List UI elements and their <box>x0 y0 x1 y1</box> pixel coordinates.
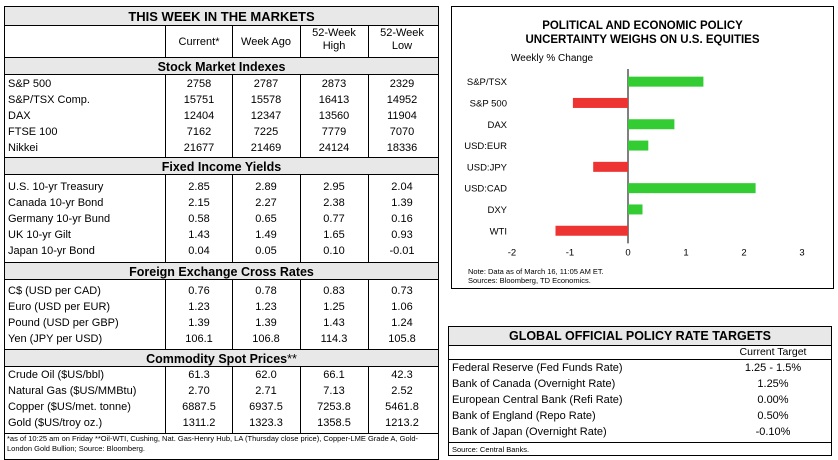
table-row: Yen (JPY per USD) 106.1 106.8 114.3 105.8 <box>8 333 416 345</box>
category-label: WTI <box>490 226 507 237</box>
column-divider <box>232 26 233 433</box>
section-title: Foreign Exchange Cross Rates <box>5 262 438 280</box>
table-row: U.S. 10-yr Treasury 2.85 2.89 2.95 2.04 <box>8 181 413 193</box>
bar <box>628 204 643 215</box>
footer-divider <box>5 433 438 434</box>
chart-title-line-2: UNCERTAINTY WEIGHS ON U.S. EQUITIES <box>525 34 760 46</box>
policy-col-header: Current Target <box>739 346 807 358</box>
table-row: Natural Gas ($US/MMBtu) 2.70 2.71 7.13 2.52 <box>8 385 413 397</box>
table-row: Japan 10-yr Bond 0.04 0.05 0.10 -0.01 <box>8 245 415 257</box>
section-title: Commodity Spot Prices** <box>5 349 438 367</box>
table-row: Pound (USD per GBP) 1.39 1.39 1.43 1.24 <box>8 317 413 329</box>
category-label: S&P 500 <box>470 98 507 109</box>
policy-footer-divider <box>449 442 831 443</box>
table-row: Bank of Canada (Overnight Rate) 1.25% <box>452 378 789 390</box>
chart-note: Note: Data as of March 16, 11:05 AM ET. … <box>468 267 604 285</box>
col-52w-low: 52-Week Low <box>380 27 424 52</box>
table-row: C$ (USD per CAD) 0.76 0.78 0.83 0.73 <box>8 285 413 297</box>
column-divider <box>165 26 166 433</box>
x-tick-label: 3 <box>799 247 804 258</box>
table-row: Copper ($US/met. tonne) 6887.5 6937.5 7253.… <box>8 401 419 413</box>
chart-note-line: Note: Data as of March 16, 11:05 AM ET. <box>468 267 604 276</box>
markets-footnote: *as of 10:25 am on Friday **Oil-WTI, Cus… <box>7 434 418 453</box>
table-row: European Central Bank (Refi Rate) 0.00% <box>452 394 789 406</box>
table-row: DAX 12404 12347 13560 11904 <box>8 110 417 122</box>
bar <box>593 161 628 172</box>
policy-rates-table: GLOBAL OFFICIAL POLICY RATE TARGETS Curr… <box>448 326 832 456</box>
category-label: USD:EUR <box>464 141 507 152</box>
section-title: Fixed Income Yields <box>5 157 438 175</box>
table-row: Gold ($US/troy oz.) 1311.2 1323.3 1358.5 121… <box>8 417 419 429</box>
section-title: Stock Market Indexes <box>5 57 438 75</box>
category-label: USD:CAD <box>464 184 507 195</box>
markets-table: THIS WEEK IN THE MARKETS Current* Week A… <box>4 6 439 460</box>
x-tick-label: 0 <box>625 247 630 258</box>
table-row: Federal Reserve (Fed Funds Rate) 1.25 - 1… <box>452 362 802 374</box>
column-divider <box>368 26 369 433</box>
category-label: DXY <box>487 205 507 216</box>
chart-title: POLITICAL AND ECONOMIC POLICY UNCERTAINT… <box>452 19 833 47</box>
table-row: FTSE 100 7162 7225 7779 7070 <box>8 126 415 138</box>
chart-subtitle: Weekly % Change <box>511 53 594 64</box>
col-week-ago: Week Ago <box>241 36 291 48</box>
category-label: USD:JPY <box>467 162 508 173</box>
bar <box>628 76 704 87</box>
table-row: Euro (USD per EUR) 1.23 1.23 1.25 1.06 <box>8 301 413 313</box>
col-52w-high: 52-Week High <box>312 27 356 52</box>
markets-title: THIS WEEK IN THE MARKETS <box>5 7 438 26</box>
table-row: S&P 500 2758 2787 2873 2329 <box>8 78 415 90</box>
bar <box>628 183 756 194</box>
policy-header-divider <box>449 359 831 360</box>
table-row: S&P/TSX Comp. 15751 15578 16413 14952 <box>8 94 418 106</box>
category-label: S&P/TSX <box>467 77 508 88</box>
col-current: Current* <box>178 36 220 48</box>
table-row: UK 10-yr Gilt 1.43 1.49 1.65 0.93 <box>8 229 413 241</box>
bar-chart-svg: S&P/TSX S&P 500 DAX USD:EUR USD:JPY USD:CAD DX… <box>464 69 805 258</box>
policy-source: Source: Central Banks. <box>452 445 530 454</box>
x-tick-label: 2 <box>741 247 746 258</box>
category-label: DAX <box>487 120 507 131</box>
x-tick-label: -1 <box>566 247 574 258</box>
weekly-change-chart: POLITICAL AND ECONOMIC POLICY UNCERTAINT… <box>451 6 834 289</box>
bar <box>572 97 628 108</box>
bar <box>555 225 628 236</box>
chart-title-line-1: POLITICAL AND ECONOMIC POLICY <box>542 20 743 32</box>
table-row: Canada 10-yr Bond 2.15 2.27 2.38 1.39 <box>8 197 413 209</box>
bar <box>628 119 675 130</box>
table-row: Germany 10-yr Bund 0.58 0.65 0.77 0.16 <box>8 213 413 225</box>
column-divider <box>300 26 301 433</box>
table-row: Crude Oil ($US/bbl) 61.3 62.0 66.1 42.3 <box>8 369 413 381</box>
table-row: Bank of Japan (Overnight Rate) -0.10% <box>452 426 791 438</box>
x-tick-label: 1 <box>683 247 688 258</box>
table-row: Nikkei 21677 21469 24124 18336 <box>8 142 418 154</box>
table-row: Bank of England (Repo Rate) 0.50% <box>452 410 789 422</box>
policy-title: GLOBAL OFFICIAL POLICY RATE TARGETS <box>449 327 831 346</box>
x-tick-label: -2 <box>508 247 516 258</box>
chart-source-line: Sources: Bloomberg, TD Economics. <box>468 276 591 285</box>
bar <box>628 140 649 151</box>
